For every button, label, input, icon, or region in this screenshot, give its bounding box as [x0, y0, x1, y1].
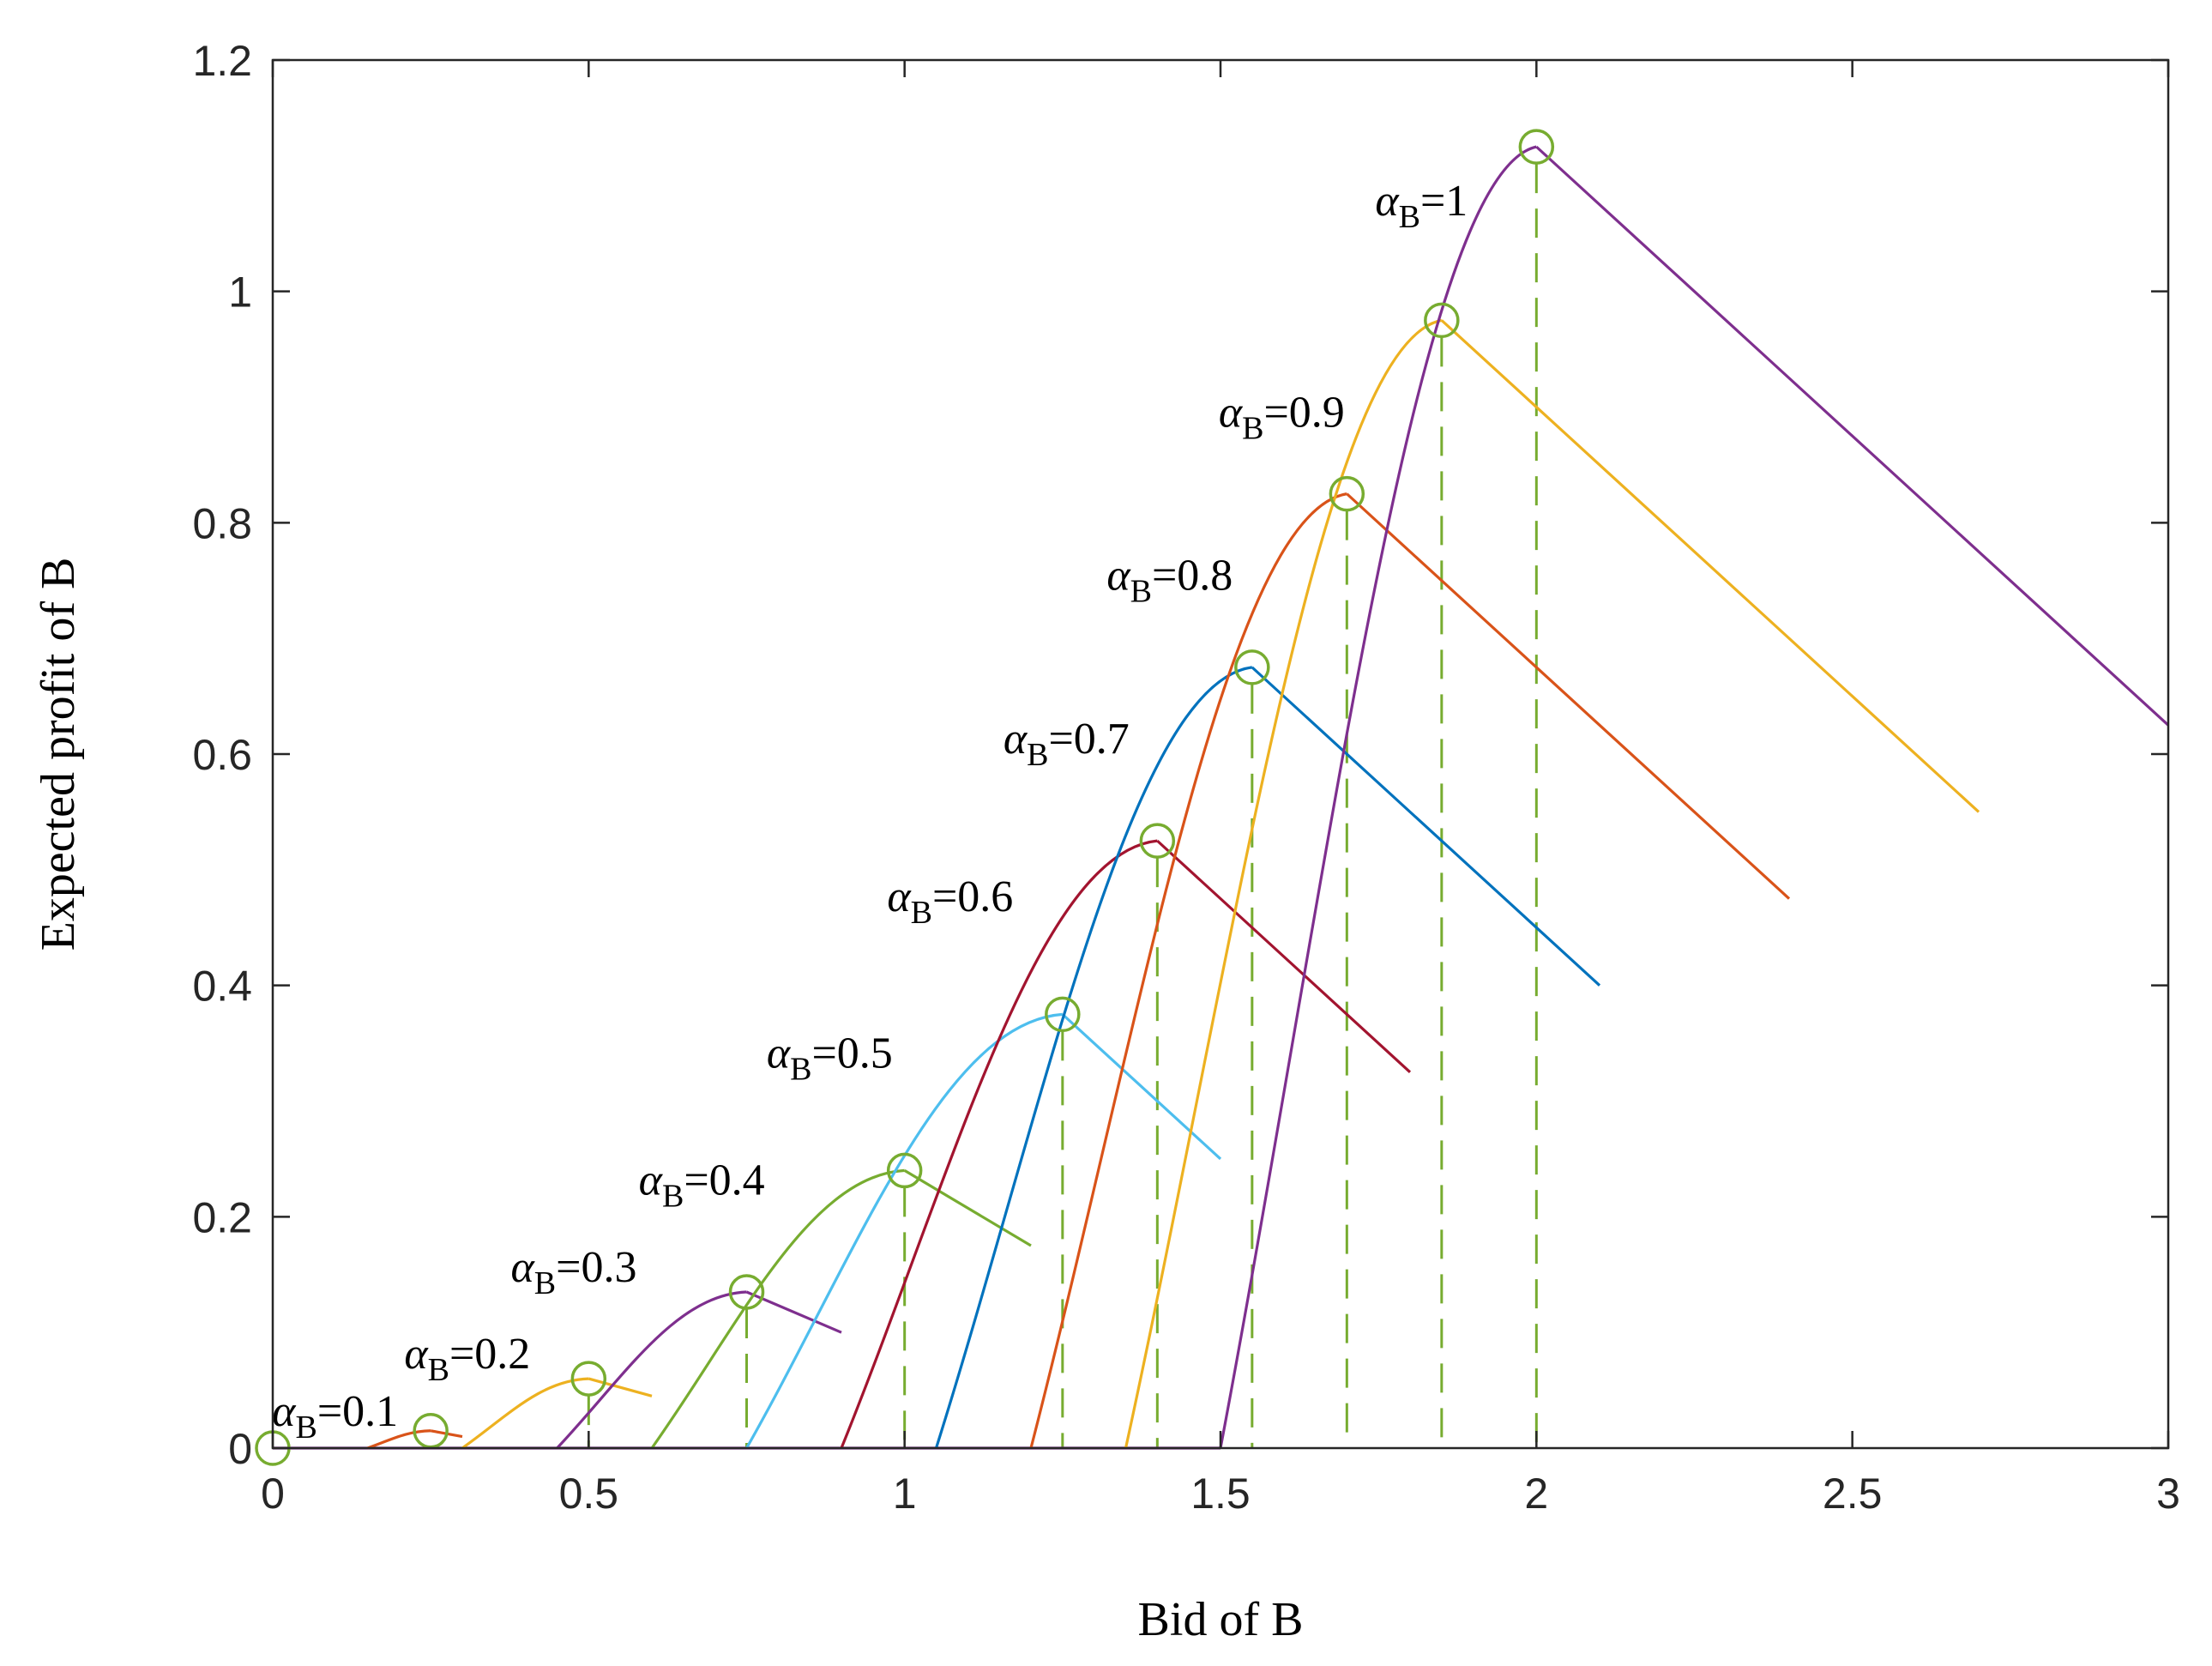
curve-label-3: αB=0.3	[511, 1243, 637, 1301]
series-fall-line-4	[903, 1169, 1032, 1247]
curve-label-subscript-10: B	[1399, 199, 1420, 235]
x-tick-label-1: 0.5	[559, 1470, 619, 1518]
curve-label-subscript-9: B	[1242, 410, 1263, 446]
curve-label-alpha-8: α	[1106, 552, 1131, 601]
curve-label-4: αB=0.4	[639, 1156, 765, 1214]
y-tick-label-0: 0	[228, 1425, 252, 1473]
curve-label-alpha-1: α	[272, 1387, 297, 1436]
optimum-marker-7	[1234, 649, 1270, 685]
series-fall-line-6	[1156, 839, 1412, 1073]
x-tick-label-2: 1	[893, 1470, 917, 1518]
optimum-marker-10	[1518, 129, 1555, 165]
curve-label-1: αB=0.1	[272, 1387, 398, 1446]
x-axis-title: Bid of B	[1138, 1593, 1304, 1646]
x-tick-label-6: 3	[2156, 1470, 2180, 1518]
curve-label-alpha-3: α	[511, 1243, 536, 1292]
curve-label-7: αB=0.7	[1004, 715, 1130, 773]
curve-label-alpha-7: α	[1004, 715, 1028, 764]
series-rise-curve-4	[650, 1168, 905, 1449]
series-rise-curve-8	[1029, 492, 1347, 1449]
optimum-marker-6	[1139, 823, 1176, 859]
y-axis-title: Expected profit of B	[32, 558, 85, 951]
curve-label-subscript-3: B	[534, 1265, 556, 1301]
curve-label-9: αB=0.9	[1219, 388, 1345, 446]
series-fall-line-7	[1251, 666, 1601, 987]
series-fall-line-9	[1440, 319, 1980, 813]
curve-label-value-10: =1	[1420, 177, 1468, 226]
curve-label-subscript-6: B	[911, 895, 932, 931]
y-tick-label-1: 0.2	[192, 1193, 252, 1241]
x-tick-label-4: 2	[1524, 1470, 1548, 1518]
optimum-marker-3	[728, 1274, 765, 1310]
curve-label-alpha-6: α	[887, 872, 912, 921]
series-rise-curve-6	[840, 839, 1158, 1449]
curve-label-6: αB=0.6	[887, 872, 1013, 931]
curve-label-value-9: =0.9	[1263, 388, 1344, 437]
curve-label-value-3: =0.3	[556, 1243, 636, 1292]
curve-label-subscript-5: B	[790, 1051, 811, 1087]
curve-label-8: αB=0.8	[1106, 552, 1233, 610]
series-rise-curve-9	[1124, 318, 1443, 1449]
curve-label-value-6: =0.6	[932, 872, 1013, 921]
optimum-marker-2	[570, 1361, 607, 1397]
curve-label-value-8: =0.8	[1152, 552, 1233, 601]
series-fall-line-2	[588, 1377, 653, 1397]
curve-label-5: αB=0.5	[767, 1029, 893, 1087]
curve-label-value-1: =0.1	[317, 1387, 398, 1436]
curve-label-subscript-7: B	[1027, 737, 1048, 773]
series-rise-curve-5	[745, 1012, 1063, 1449]
axis-ticks: 0 0.5 1 1.5 2 2.5 3 0 0.2 0.4 0.6 0.8 1 1.2	[192, 37, 2179, 1518]
y-tick-label-6: 1.2	[192, 37, 252, 85]
series-fall-line-10	[1535, 145, 2170, 727]
curve-label-value-5: =0.5	[811, 1029, 892, 1077]
curve-label-alpha-5: α	[767, 1029, 792, 1077]
x-tick-label-0: 0	[261, 1470, 285, 1518]
series-fall-line-8	[1346, 492, 1791, 900]
y-tick-label-5: 1	[228, 269, 252, 317]
curve-label-10: αB=1	[1375, 177, 1468, 235]
curve-label-subscript-4: B	[662, 1178, 684, 1214]
x-tick-label-5: 2.5	[1823, 1470, 1883, 1518]
curve-label-value-7: =0.7	[1048, 715, 1129, 764]
curve-label-alpha-4: α	[639, 1156, 664, 1204]
curve-label-value-2: =0.2	[449, 1330, 530, 1379]
x-tick-label-3: 1.5	[1190, 1470, 1251, 1518]
optimum-marker-5	[1045, 996, 1081, 1033]
curve-label-subscript-2: B	[428, 1352, 449, 1388]
curve-label-subscript-1: B	[295, 1409, 316, 1446]
y-tick-label-2: 0.4	[192, 963, 252, 1011]
optimum-marker-9	[1424, 302, 1460, 339]
optimum-marker-4	[886, 1152, 923, 1189]
curve-label-2: αB=0.2	[404, 1330, 530, 1388]
series-rise-curve-1	[366, 1429, 431, 1450]
y-tick-label-4: 0.8	[192, 499, 252, 547]
series-rise-curve-3	[556, 1290, 747, 1450]
series-fall-line-5	[1061, 1013, 1222, 1161]
y-tick-label-3: 0.6	[192, 731, 252, 779]
curve-label-alpha-2: α	[404, 1330, 429, 1379]
series-rise-curve-10	[1219, 145, 1537, 1449]
optimum-marker-8	[1329, 475, 1365, 512]
curve-label-subscript-8: B	[1130, 574, 1152, 610]
series-rise-curve-7	[934, 666, 1253, 1449]
curve-label-alpha-10: α	[1375, 177, 1400, 226]
curve-label-value-4: =0.4	[684, 1156, 764, 1204]
curve-label-alpha-9: α	[1219, 388, 1244, 437]
